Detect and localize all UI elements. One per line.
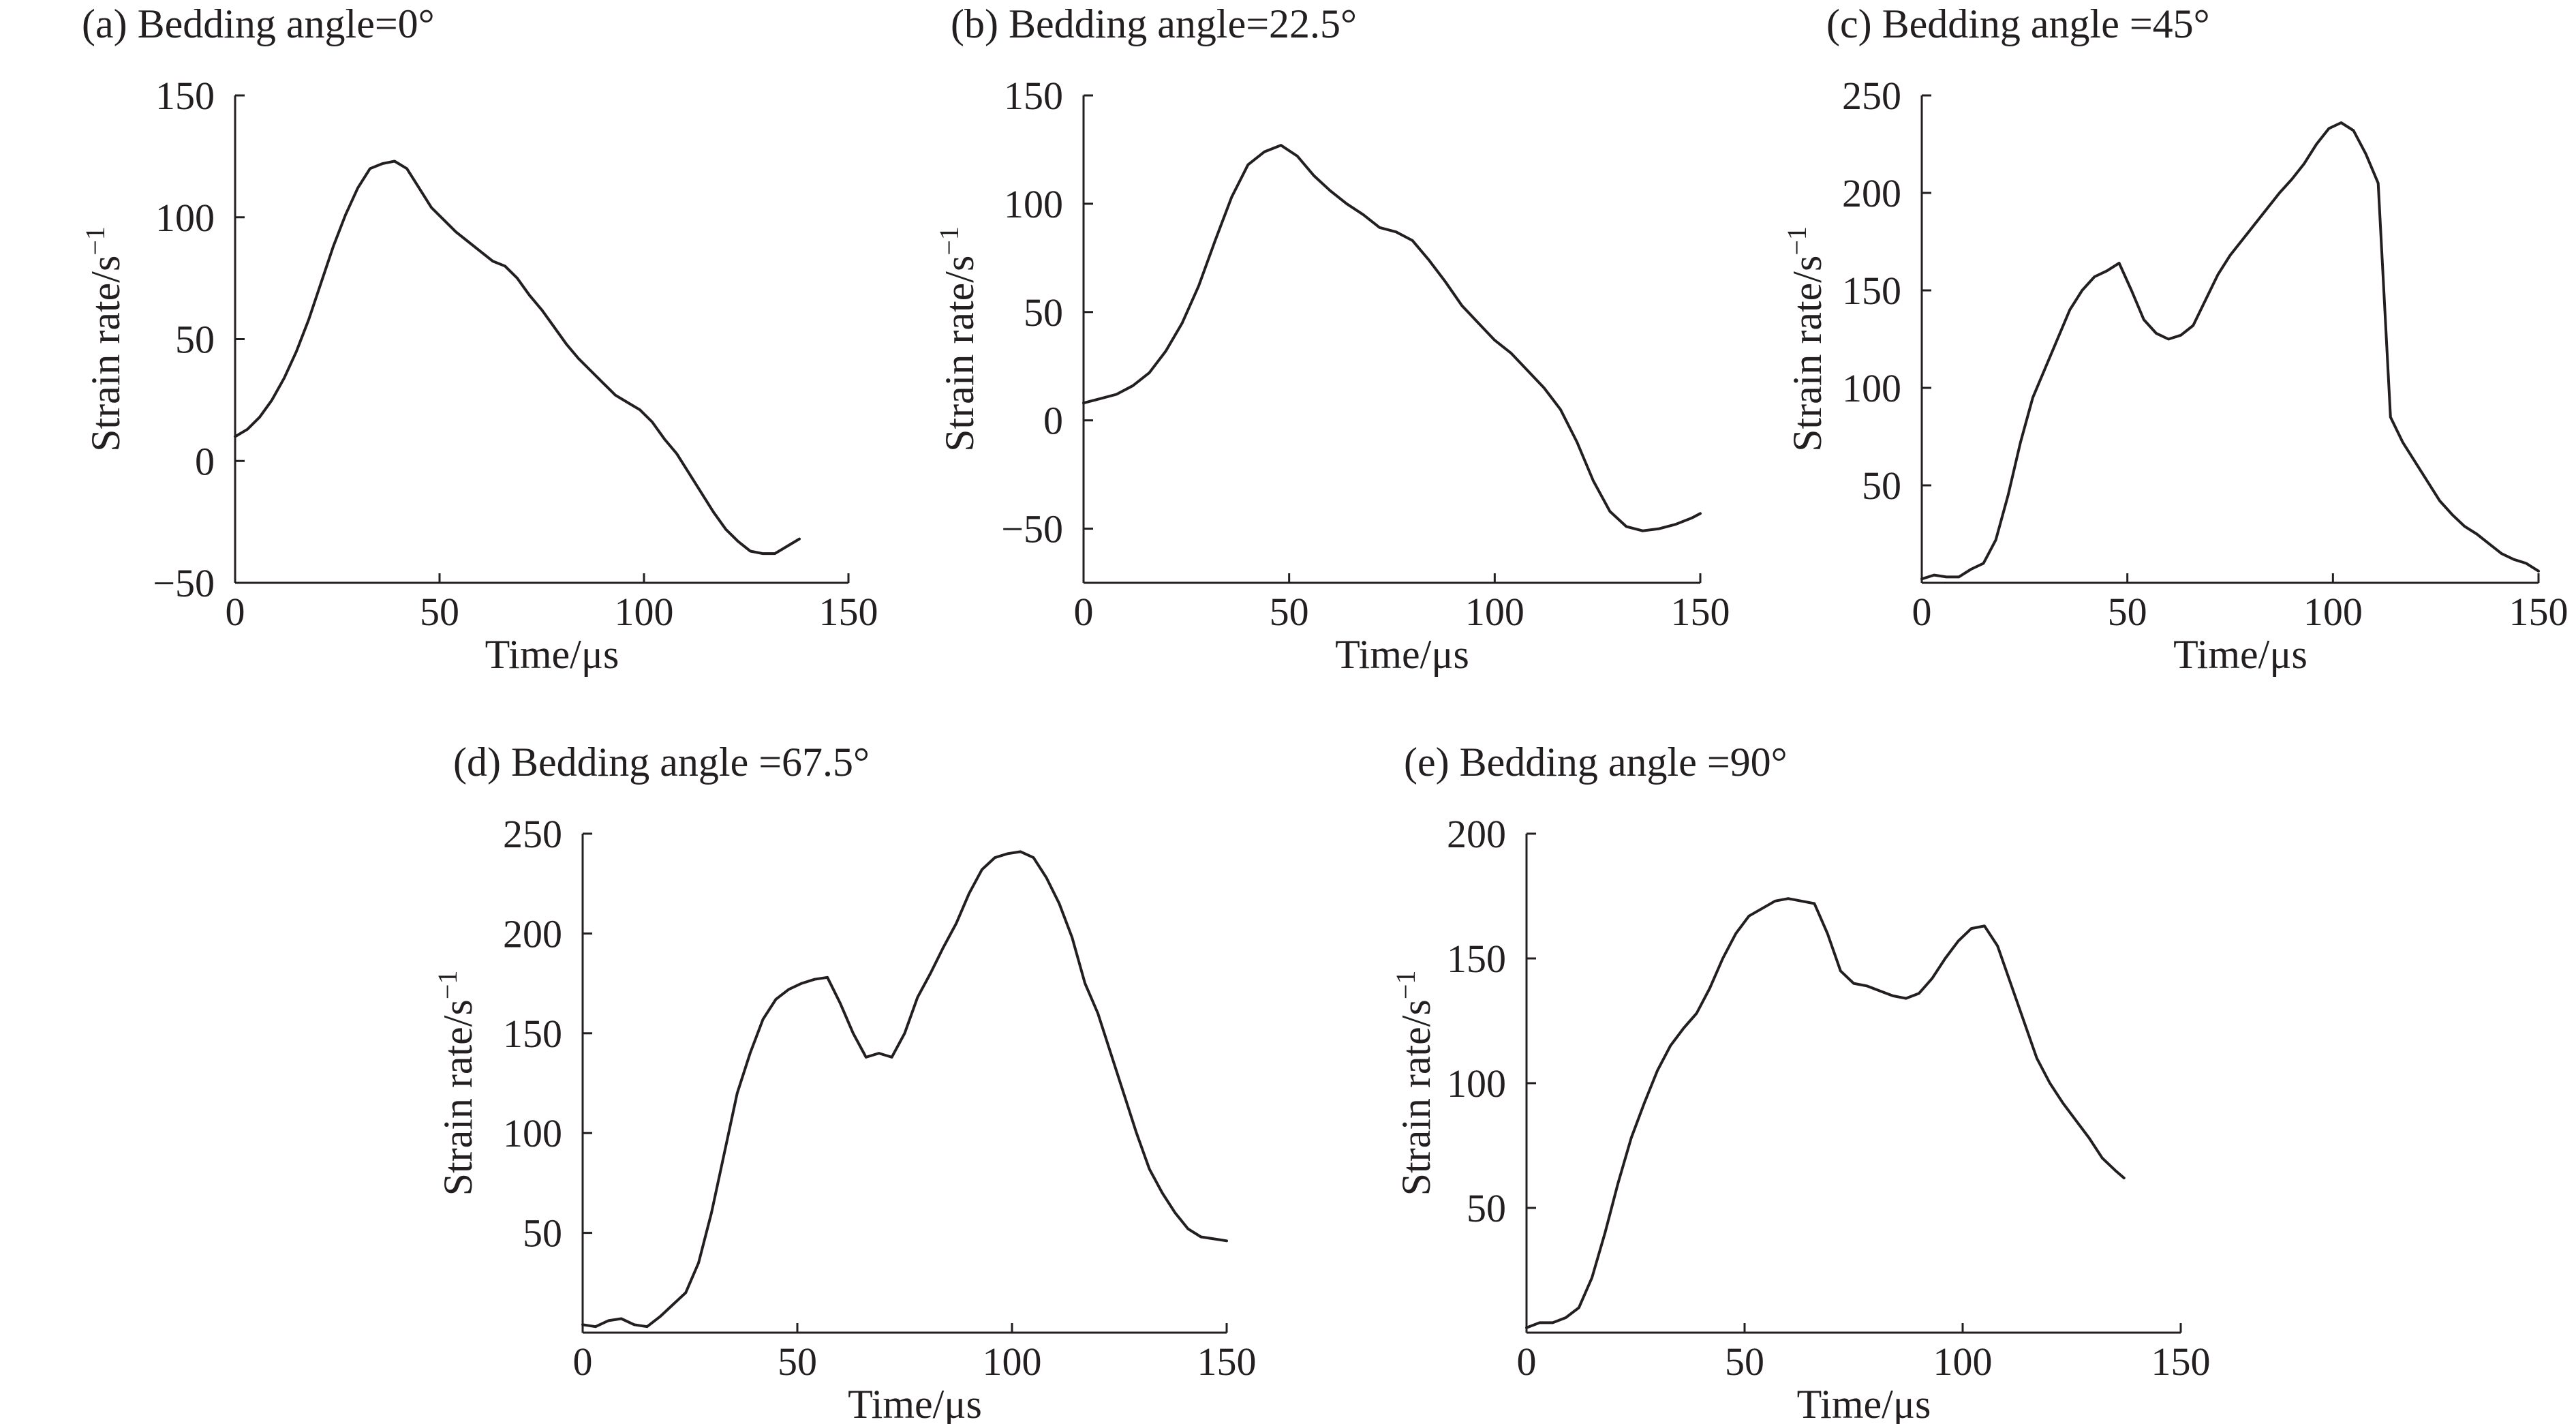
panel-e-x-tick-label: 100 [1933, 1339, 1993, 1384]
panel-a-y-tick-label: 50 [175, 318, 215, 362]
panel-c-y-label-sup: −1 [1781, 226, 1812, 256]
panel-e-title: (e) Bedding angle =90° [1404, 740, 1788, 785]
panel-d-x-tick-label: 100 [983, 1339, 1042, 1384]
panel-b-y-label-text: Strain rate/s [937, 256, 982, 452]
panel-e-x-tick-label: 50 [1725, 1339, 1764, 1384]
panel-d-x-tick-label: 0 [573, 1339, 593, 1384]
panel-a-y-label-sup: −1 [80, 226, 110, 256]
panel-b-y-tick-label: −50 [1001, 507, 1063, 551]
panel-a-y-label-text: Strain rate/s [83, 256, 128, 452]
panel-b-x-label: Time/μs [1335, 632, 1469, 677]
panel-e-x-tick-label: 150 [2151, 1339, 2211, 1384]
panel-d-x-label: Time/μs [848, 1382, 982, 1424]
panel-e-y-label-text: Strain rate/s [1394, 999, 1439, 1196]
panel-e-y-label: Strain rate/s−1 [1390, 971, 1439, 1196]
panel-b-y-label-sup: −1 [934, 226, 964, 256]
panel-c-y-tick-label: 250 [1842, 74, 1901, 118]
panel-d-title: (d) Bedding angle =67.5° [453, 740, 870, 785]
panel-a: (a) Bedding angle=0°0 50 100 150−5005010015… [80, 1, 878, 677]
panel-e-y-tick-label: 100 [1447, 1061, 1506, 1106]
panel-c-x-tick-label: 0 [1912, 590, 1932, 634]
panel-d-y-label-text: Strain rate/s [435, 999, 480, 1196]
panel-b-x-tick-label: 150 [1671, 590, 1730, 634]
panel-c-y-tick-label: 150 [1842, 269, 1901, 313]
panel-d-y-tick-label: 250 [503, 812, 562, 856]
panel-e-y-label-sup: −1 [1390, 971, 1421, 1000]
panel-e-y-tick-label: 150 [1447, 937, 1506, 981]
panel-b-series-line [1082, 144, 1702, 532]
panel-d-y-tick-label: 150 [503, 1012, 562, 1056]
panel-a-x-tick-label: 0 [226, 590, 245, 634]
panel-b-y-tick-label: 100 [1004, 182, 1063, 226]
panel-a-series-line [234, 160, 801, 556]
panel-a-title: (a) Bedding angle=0° [82, 1, 435, 46]
panel-a-x-tick-label: 100 [615, 590, 674, 634]
panel-c-title: (c) Bedding angle =45° [1826, 1, 2210, 46]
panel-d-y-label: Strain rate/s−1 [432, 971, 480, 1196]
panel-a-x-label: Time/μs [485, 632, 619, 677]
panel-c-series-line [1920, 121, 2540, 581]
panel-d: (d) Bedding angle =67.5° 0 50 100 150 50 100 15… [432, 740, 1257, 1424]
panel-c-x-label: Time/μs [2173, 632, 2307, 677]
panel-c-y-label-text: Strain rate/s [1785, 256, 1830, 452]
panel-b-y-label: Strain rate/s−1 [934, 226, 982, 452]
panel-e-series-line [1525, 897, 2126, 1329]
panel-a-y-tick-label: −50 [153, 561, 215, 605]
panel-c-x-tick-label: 100 [2303, 590, 2363, 634]
panel-a-x-tick-label: 150 [819, 590, 878, 634]
panel-b-x-tick-label: 50 [1270, 590, 1309, 634]
panel-d-y-tick-label: 50 [523, 1211, 562, 1256]
panel-d-y-label-sup: −1 [432, 971, 463, 1000]
panel-a-x-tick-label: 50 [420, 590, 459, 634]
panel-d-series-line [581, 850, 1228, 1329]
panel-e-y-tick-label: 50 [1467, 1186, 1506, 1230]
panel-c-y-label: Strain rate/s−1 [1781, 226, 1830, 452]
panel-c-x-tick-label: 50 [2108, 590, 2147, 634]
panel-b-x-tick-label: 0 [1074, 590, 1094, 634]
panel-d-x-tick-label: 150 [1197, 1339, 1257, 1384]
panel-d-x-tick-label: 50 [778, 1339, 817, 1384]
panel-b: (b) Bedding angle=22.5°0 50 100 150−5005010… [934, 1, 1730, 677]
panel-b-x-tick-label: 100 [1465, 590, 1524, 634]
panel-e: (e) Bedding angle =90° 0 50 100 150 50 100 150 2… [1390, 740, 2211, 1424]
panel-b-title: (b) Bedding angle=22.5° [951, 1, 1357, 46]
panel-a-y-tick-label: 150 [155, 74, 215, 118]
panel-a-y-tick-label: 0 [195, 439, 215, 483]
panel-b-y-tick-label: 50 [1024, 290, 1063, 335]
panel-c-y-tick-label: 200 [1842, 171, 1901, 215]
panel-e-x-tick-label: 0 [1517, 1339, 1537, 1384]
panel-d-y-tick-label: 100 [503, 1111, 562, 1155]
panel-b-y-tick-label: 0 [1043, 399, 1063, 443]
panel-a-y-tick-label: 100 [155, 196, 215, 240]
panel-c-y-tick-label: 100 [1842, 366, 1901, 410]
panel-d-y-tick-label: 200 [503, 911, 562, 956]
panel-e-x-label: Time/μs [1797, 1382, 1931, 1424]
panel-a-y-label: Strain rate/s−1 [80, 226, 128, 452]
panel-b-y-tick-label: 150 [1004, 74, 1063, 118]
panel-c-y-tick-label: 50 [1862, 464, 1901, 508]
panel-c-x-tick-label: 150 [2509, 590, 2569, 634]
panel-e-y-tick-label: 200 [1447, 812, 1506, 856]
panel-c: (c) Bedding angle =45° 0 50 100 150 50 100 150 2… [1781, 1, 2569, 677]
